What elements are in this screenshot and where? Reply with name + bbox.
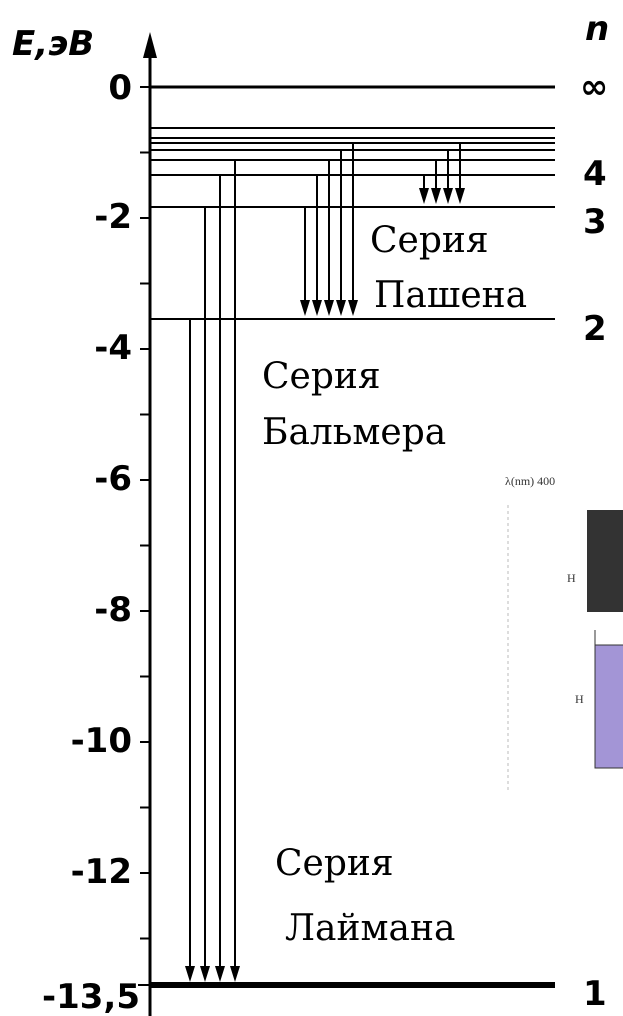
transition-head (230, 966, 240, 982)
energy-diagram: E,эВ n 0 -2 -4 -6 -8 -10 -12 -13,5 ∞ 4 3… (0, 0, 623, 1016)
axis-arrow (143, 32, 157, 58)
tick-label: -10 (71, 721, 132, 761)
level-label: 1 (583, 974, 607, 1014)
transition-head (300, 300, 310, 316)
transition-head (215, 966, 225, 982)
transition-head (324, 300, 334, 316)
inset-band (595, 645, 623, 768)
transition-head (443, 188, 453, 204)
level-label: 2 (583, 309, 607, 349)
tick-label: -2 (94, 197, 132, 237)
series-label: Серия (370, 220, 489, 261)
axis-label: E,эВ (12, 24, 94, 64)
tick-label: -6 (94, 459, 132, 499)
transition-head (348, 300, 358, 316)
transition-head (185, 966, 195, 982)
level-label: 4 (583, 154, 607, 194)
inset-row: H (575, 692, 584, 706)
series-label: Серия (275, 843, 394, 884)
tick-label: -12 (71, 852, 132, 892)
transition-head (419, 188, 429, 204)
level-label: ∞ (580, 67, 608, 107)
series-label: Лаймана (285, 908, 455, 949)
n-header: n (585, 9, 609, 49)
transition-head (455, 188, 465, 204)
series-label: Бальмера (262, 412, 446, 453)
transition-head (312, 300, 322, 316)
inset-scale: λ(nm) 400 (505, 474, 555, 488)
level-label: 3 (583, 202, 607, 242)
inset-row: H (567, 571, 576, 585)
inset-band (587, 510, 623, 612)
tick-label: -4 (94, 328, 132, 368)
tick-label: -8 (94, 590, 132, 630)
tick-label: 0 (108, 68, 132, 108)
transition-head (200, 966, 210, 982)
series-label: Пашена (374, 275, 527, 316)
tick-label: -13,5 (42, 977, 140, 1016)
transition-head (431, 188, 441, 204)
series-label: Серия (262, 356, 381, 397)
transition-head (336, 300, 346, 316)
